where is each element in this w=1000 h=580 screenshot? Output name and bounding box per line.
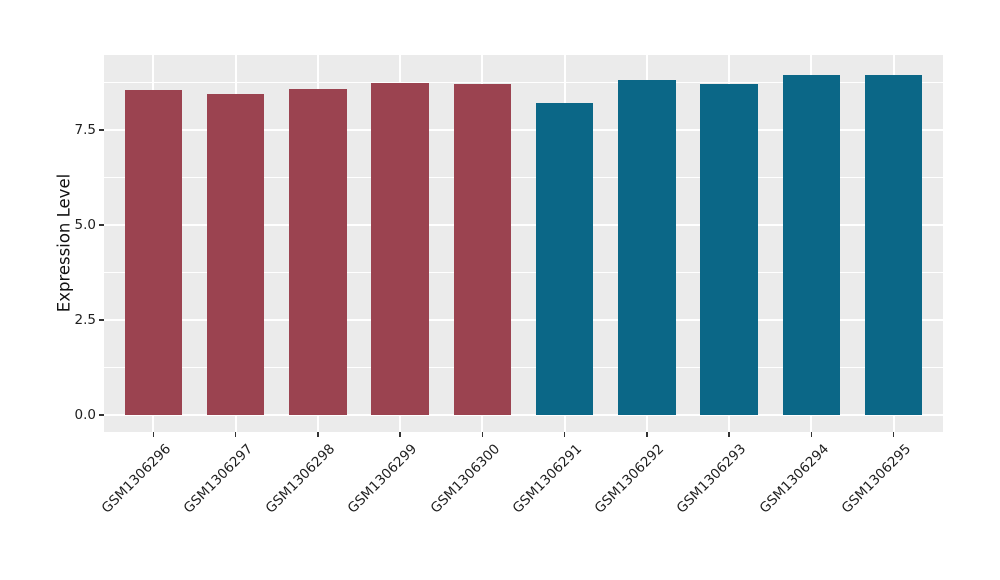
major-gridline xyxy=(104,318,943,321)
x-tick-mark xyxy=(728,432,730,437)
x-tick-mark xyxy=(399,432,401,437)
major-gridline xyxy=(104,128,943,131)
y-tick-label: 2.5 xyxy=(74,311,96,328)
bar-GSM1306298 xyxy=(289,88,347,415)
x-tick-label: GSM1306292 xyxy=(591,441,668,517)
x-tick-label: GSM1306294 xyxy=(756,441,832,517)
x-tick-mark xyxy=(892,432,895,437)
plot-panel xyxy=(104,55,943,432)
minor-gridline xyxy=(104,366,943,368)
bar-GSM1306292 xyxy=(618,79,676,415)
x-tick-label: GSM1306293 xyxy=(673,441,750,517)
bar-GSM1306297 xyxy=(206,93,265,415)
x-tick-label: GSM1306295 xyxy=(838,441,914,517)
x-tick-mark xyxy=(152,432,154,437)
minor-gridline xyxy=(104,271,943,273)
y-axis-title: Expression Level xyxy=(54,173,74,313)
x-tick-label: GSM1306298 xyxy=(262,441,339,517)
bar-GSM1306299 xyxy=(371,82,429,415)
y-tick-mark xyxy=(99,414,104,416)
x-tick-label: GSM1306299 xyxy=(344,441,421,517)
x-tick-mark xyxy=(481,432,484,437)
y-tick-label: 7.5 xyxy=(74,121,96,138)
bar-GSM1306294 xyxy=(782,75,841,415)
y-tick-mark xyxy=(99,319,104,321)
bar-GSM1306293 xyxy=(700,83,758,415)
minor-gridline xyxy=(104,176,943,178)
x-tick-mark xyxy=(317,432,319,437)
x-tick-label: GSM1306291 xyxy=(509,441,585,517)
y-tick-label: 0.0 xyxy=(74,406,96,423)
bar-GSM1306300 xyxy=(453,83,512,415)
major-gridline xyxy=(104,223,943,226)
bar-GSM1306296 xyxy=(124,89,183,415)
x-tick-mark xyxy=(646,432,648,437)
x-tick-label: GSM1306297 xyxy=(180,441,256,517)
y-tick-mark xyxy=(99,224,104,226)
x-tick-mark xyxy=(563,432,566,437)
y-tick-mark xyxy=(99,129,104,131)
bar-GSM1306295 xyxy=(864,74,923,415)
x-tick-label: GSM1306300 xyxy=(427,441,503,517)
minor-gridline xyxy=(104,81,943,83)
x-tick-mark xyxy=(234,432,237,437)
x-tick-label: GSM1306296 xyxy=(98,441,174,517)
y-tick-label: 5.0 xyxy=(74,216,96,233)
major-gridline xyxy=(104,413,943,416)
x-tick-mark xyxy=(810,432,813,437)
bar-GSM1306291 xyxy=(535,103,594,415)
